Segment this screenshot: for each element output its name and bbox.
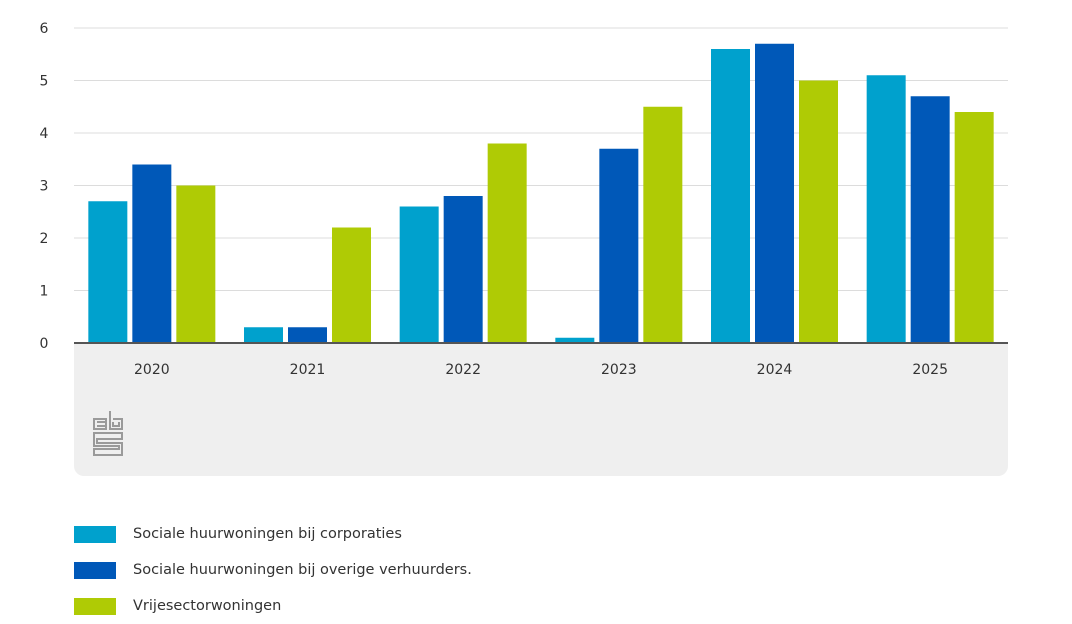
x-tick-label: 2024 (757, 362, 793, 378)
bar-2024-1 (755, 43, 794, 343)
bar-2022-0 (399, 206, 439, 343)
y-tick-label: 5 (40, 74, 49, 90)
bar-2020-1 (132, 164, 172, 343)
bar-2024-0 (711, 49, 750, 343)
y-tick-label: 4 (40, 126, 49, 142)
x-tick-label: 2021 (290, 362, 326, 378)
legend-swatch (74, 525, 116, 543)
legend-label: Vrijesectorwoningen (133, 598, 282, 614)
bar-2025-2 (954, 112, 994, 343)
bar-2023-2 (643, 106, 683, 343)
x-tick-label: 2025 (912, 362, 948, 378)
bar-2025-1 (910, 96, 950, 343)
y-tick-label: 1 (40, 284, 49, 300)
bar-2025-0 (866, 75, 906, 343)
legend-label: Sociale huurwoningen bij overige verhuur… (133, 562, 472, 578)
bar-2021-0 (244, 327, 283, 343)
legend-swatch (74, 561, 116, 579)
y-tick-label: 0 (40, 336, 49, 352)
bar-2024-2 (799, 80, 838, 343)
x-tick-label: 2023 (601, 362, 637, 378)
bar-2021-2 (332, 227, 371, 343)
legend-label: Sociale huurwoningen bij corporaties (133, 526, 402, 542)
x-tick-label: 2020 (134, 362, 170, 378)
bar-chart: 0 1 2 3 4 5 6 2020 2021 2022 2023 2024 2025 (40, 21, 1008, 378)
y-tick-label: 6 (40, 21, 49, 37)
legend-swatch (74, 597, 116, 615)
x-tick-label: 2022 (445, 362, 481, 378)
legend-item: Sociale huurwoningen bij corporaties (74, 516, 472, 552)
y-tick-label: 2 (40, 231, 49, 247)
legend-item: Sociale huurwoningen bij overige verhuur… (74, 552, 472, 588)
legend: Sociale huurwoningen bij corporaties Soci… (74, 516, 472, 624)
cbs-logo (92, 409, 124, 461)
bar-2020-2 (176, 185, 216, 343)
bar-2022-2 (487, 143, 527, 343)
bar-2020-0 (88, 201, 128, 343)
x-axis-panel (74, 343, 1008, 476)
bar-2023-0 (555, 337, 595, 343)
y-tick-label: 3 (40, 179, 49, 195)
legend-item: Vrijesectorwoningen (74, 588, 472, 624)
bar-2022-1 (443, 196, 483, 343)
bar-2023-1 (599, 148, 639, 343)
bar-2021-1 (288, 327, 327, 343)
